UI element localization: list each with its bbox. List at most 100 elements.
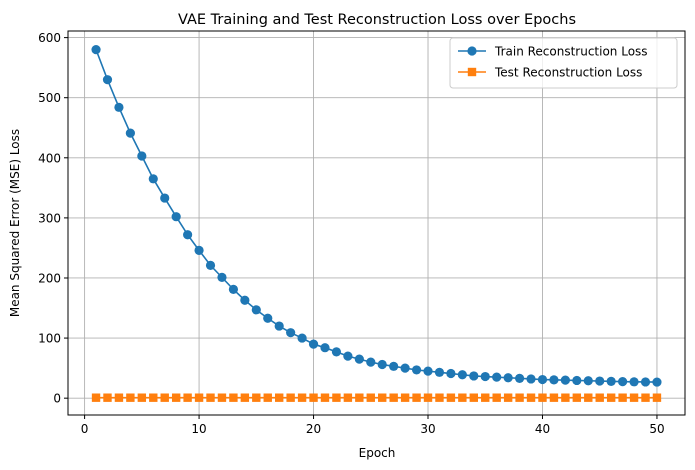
data-point [309, 393, 318, 402]
data-point [286, 393, 295, 402]
y-tick-label: 0 [53, 392, 61, 406]
data-point [343, 393, 353, 402]
legend-box [449, 37, 678, 89]
data-point [641, 393, 650, 402]
y-tick-label: 400 [38, 151, 61, 165]
data-point [434, 367, 445, 377]
data-point [537, 374, 548, 385]
data-point [640, 377, 651, 387]
data-point [515, 393, 524, 402]
series-layer [91, 45, 662, 402]
series-train [91, 45, 662, 387]
data-point [492, 372, 502, 382]
data-point [458, 393, 467, 402]
data-point [389, 361, 399, 371]
legend-item: Train Reconstruction Loss [458, 45, 648, 59]
y-axis-label: Mean Squared Error (MSE) Loss [8, 129, 22, 317]
data-point [481, 393, 490, 402]
data-point [171, 212, 181, 222]
data-point [606, 393, 616, 402]
data-point [503, 393, 513, 402]
data-point [125, 128, 135, 138]
data-point [389, 393, 398, 402]
data-point [400, 363, 410, 373]
data-point [538, 393, 547, 402]
data-point [240, 295, 250, 305]
data-point [102, 75, 113, 85]
y-tick-label: 300 [38, 211, 61, 225]
data-point [286, 328, 296, 338]
plot-frame [67, 30, 686, 416]
data-point [217, 393, 227, 402]
data-point [629, 393, 639, 402]
x-tick-label: 30 [420, 422, 435, 436]
data-point [355, 393, 364, 402]
data-point [251, 305, 261, 315]
legend-label: Test Reconstruction Loss [494, 66, 642, 80]
data-point [183, 393, 192, 402]
x-axis-label: Epoch [359, 446, 396, 460]
data-point [583, 376, 593, 386]
data-point [91, 45, 101, 55]
x-tick-label: 10 [191, 422, 206, 436]
data-point [526, 393, 536, 402]
y-axis: 0 100 200 300 400 500 600 [38, 31, 68, 406]
data-point [469, 371, 479, 381]
data-point [103, 393, 112, 402]
data-point [114, 102, 124, 112]
data-point [149, 393, 158, 402]
data-point [252, 393, 261, 402]
y-tick-label: 600 [38, 31, 61, 45]
legend: Train Reconstruction Loss Test Reconstruc… [449, 37, 678, 89]
data-point [228, 284, 239, 295]
legend-label: Train Reconstruction Loss [494, 45, 648, 59]
data-point [160, 193, 170, 203]
data-point [229, 393, 238, 402]
data-point [206, 393, 215, 402]
data-point [423, 366, 433, 376]
data-point [205, 260, 216, 270]
data-point [183, 230, 193, 240]
data-point [572, 375, 582, 386]
y-tick-label: 200 [38, 271, 61, 285]
data-point [435, 393, 444, 402]
data-point [308, 339, 319, 349]
data-point [412, 393, 421, 402]
data-point [274, 393, 284, 402]
data-point [366, 393, 375, 402]
data-point [343, 351, 353, 361]
data-point [480, 371, 490, 382]
data-point [331, 347, 342, 357]
data-point [503, 373, 513, 383]
data-point [560, 375, 570, 385]
legend-marker [467, 67, 477, 77]
data-point [297, 393, 307, 402]
data-point [274, 321, 284, 331]
data-point [595, 376, 605, 386]
data-point [217, 272, 227, 282]
data-point [618, 377, 628, 387]
data-point [194, 245, 204, 255]
data-point [514, 373, 525, 383]
data-point [378, 393, 387, 402]
data-point [240, 393, 250, 402]
data-point [492, 393, 501, 402]
data-point [652, 393, 662, 402]
data-point [561, 393, 570, 402]
data-point [354, 354, 364, 364]
data-point [652, 377, 662, 387]
data-point [148, 174, 158, 184]
y-tick-label: 100 [38, 332, 61, 346]
chart-title: VAE Training and Test Reconstruction Los… [178, 12, 576, 28]
data-point [629, 377, 639, 387]
data-point [366, 357, 376, 367]
data-point [618, 393, 627, 402]
x-tick-label: 20 [306, 422, 321, 436]
data-point [332, 393, 341, 402]
data-point [160, 393, 169, 402]
data-point [446, 393, 456, 402]
data-point [423, 393, 433, 402]
data-point [446, 368, 456, 379]
legend-item: Test Reconstruction Loss [458, 66, 642, 80]
